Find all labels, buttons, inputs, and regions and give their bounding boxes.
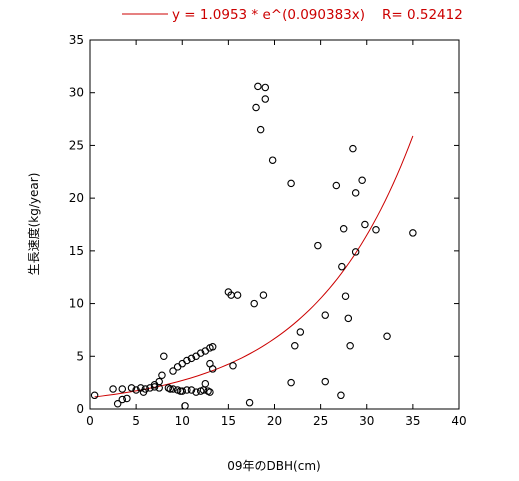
y-tick-label: 10 xyxy=(69,297,84,311)
data-point xyxy=(250,299,258,308)
data-point xyxy=(296,328,305,336)
data-point xyxy=(166,385,175,393)
y-axis-title: 生長速度(kg/year) xyxy=(26,173,41,276)
legend: y = 1.0953 * e^(0.090383x) R= 0.52412 xyxy=(122,7,463,23)
x-tick-label: 20 xyxy=(267,414,282,428)
data-point xyxy=(187,386,196,394)
data-point xyxy=(287,378,295,387)
data-point xyxy=(346,341,354,350)
legend-fit-label: y = 1.0953 * e^(0.090383x) xyxy=(172,7,365,23)
data-point xyxy=(183,356,191,365)
data-point xyxy=(206,388,214,396)
data-point xyxy=(314,241,322,250)
data-point xyxy=(337,391,345,400)
data-point xyxy=(321,311,329,319)
x-tick-label: 30 xyxy=(359,414,374,428)
data-point xyxy=(169,385,177,393)
x-tick-label: 0 xyxy=(86,414,94,428)
y-tick-label: 0 xyxy=(76,402,84,416)
y-tick-label: 25 xyxy=(69,138,84,152)
x-tick-label: 35 xyxy=(405,414,420,428)
data-point xyxy=(141,385,150,393)
data-point xyxy=(196,349,205,357)
data-point xyxy=(109,385,117,393)
y-tick-label: 15 xyxy=(69,244,84,258)
data-point xyxy=(287,179,295,188)
data-point xyxy=(383,332,391,341)
data-point xyxy=(155,384,163,392)
data-points xyxy=(90,82,417,410)
data-point xyxy=(259,291,268,299)
data-point xyxy=(351,189,360,197)
data-point xyxy=(160,352,168,361)
data-point xyxy=(183,386,191,394)
data-point xyxy=(192,388,200,396)
x-axis: 0 5 10 15 20 25 30 35 40 xyxy=(86,40,467,428)
data-point xyxy=(344,314,353,323)
data-point xyxy=(261,95,270,103)
x-tick-label: 25 xyxy=(313,414,328,428)
data-point xyxy=(150,383,159,391)
data-point xyxy=(358,176,366,184)
data-point xyxy=(169,367,177,375)
data-point xyxy=(118,385,127,393)
x-tick-label: 15 xyxy=(221,414,236,428)
data-point xyxy=(187,354,196,363)
data-point xyxy=(181,402,189,410)
y-tick-label: 30 xyxy=(69,86,84,100)
data-point xyxy=(349,144,357,153)
data-point xyxy=(361,220,369,229)
data-point xyxy=(229,362,237,370)
data-point xyxy=(409,229,417,237)
data-point xyxy=(178,387,187,395)
y-tick-label: 35 xyxy=(69,33,84,47)
data-point xyxy=(245,398,254,407)
data-point xyxy=(332,181,341,190)
x-tick-label: 10 xyxy=(175,414,190,428)
data-point xyxy=(341,292,350,300)
data-point xyxy=(268,156,277,164)
data-point xyxy=(113,399,122,408)
plot-frame xyxy=(89,39,460,410)
data-point xyxy=(261,83,270,92)
x-axis-title: 09年のDBH(cm) xyxy=(227,459,320,473)
data-point xyxy=(252,103,260,112)
data-point xyxy=(155,377,163,386)
y-tick-label: 20 xyxy=(69,191,84,205)
data-point xyxy=(339,224,348,233)
data-point xyxy=(233,291,242,299)
x-tick-label: 5 xyxy=(132,414,140,428)
data-point xyxy=(291,341,299,350)
data-point xyxy=(256,125,265,134)
data-point xyxy=(372,226,380,234)
data-point xyxy=(118,395,127,404)
legend-r-label: R= 0.52412 xyxy=(382,7,463,23)
exponential-fit-curve xyxy=(94,135,414,398)
data-point xyxy=(158,371,166,380)
data-point xyxy=(127,384,136,392)
data-point xyxy=(90,391,99,400)
data-point xyxy=(338,262,346,271)
data-point xyxy=(351,248,360,256)
data-point xyxy=(178,359,187,368)
y-tick-label: 5 xyxy=(76,349,84,363)
data-point xyxy=(201,379,210,388)
data-point xyxy=(132,386,140,394)
data-point xyxy=(173,363,182,371)
data-point xyxy=(208,365,217,373)
x-tick-label: 40 xyxy=(451,414,466,428)
data-point xyxy=(321,377,329,386)
data-point xyxy=(123,394,131,403)
data-point xyxy=(254,82,262,91)
y-axis: 0 5 10 15 20 25 30 35 xyxy=(69,33,459,416)
data-point xyxy=(208,343,217,351)
